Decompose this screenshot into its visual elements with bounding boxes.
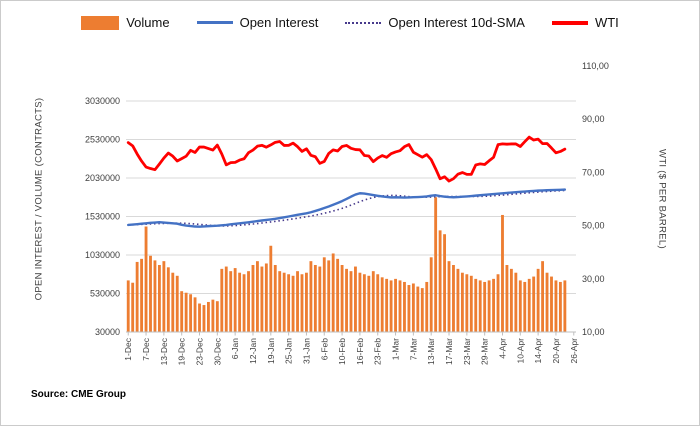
svg-text:25-Jan: 25-Jan — [284, 338, 294, 364]
svg-text:20-Apr: 20-Apr — [551, 338, 561, 364]
x-axis-tick-labels: 1-Dec 7-Dec 13-Dec 19-Dec 23-Dec 30-Dec 6-Jan 1… — [123, 332, 579, 365]
legend-item-wti: WTI — [551, 15, 619, 30]
svg-text:1530000: 1530000 — [85, 212, 120, 222]
right-axis-tick-labels: 10,00 30,00 50,00 70,00 90,00 110,00 — [582, 61, 609, 337]
wti-swatch-icon — [551, 20, 588, 25]
svg-text:10,00: 10,00 — [582, 327, 605, 337]
svg-text:29-Mar: 29-Mar — [480, 338, 490, 365]
right-axis-title: WTI ($ PER BARREL) — [656, 149, 668, 249]
gridlines — [126, 100, 576, 333]
svg-text:50,00: 50,00 — [582, 221, 605, 231]
legend-label-volume: Volume — [126, 15, 170, 30]
svg-text:19-Jan: 19-Jan — [266, 338, 276, 364]
svg-text:30000: 30000 — [95, 327, 120, 337]
svg-text:4-Apr: 4-Apr — [497, 338, 507, 359]
wti-line — [126, 135, 567, 183]
legend: Volume Open Interest Open Interest 10d-S… — [1, 15, 699, 30]
volume-series — [126, 197, 567, 332]
left-axis-title: OPEN INTEREST / VOLUME (CONTRACTS) — [33, 97, 45, 301]
svg-text:13-Mar: 13-Mar — [426, 338, 436, 365]
svg-text:6-Feb: 6-Feb — [319, 338, 329, 360]
svg-text:3030000: 3030000 — [85, 96, 120, 106]
svg-text:13-Dec: 13-Dec — [159, 337, 169, 365]
svg-text:2030000: 2030000 — [85, 173, 120, 183]
svg-text:17-Mar: 17-Mar — [444, 338, 454, 365]
svg-text:70,00: 70,00 — [582, 167, 605, 177]
svg-text:30-Dec: 30-Dec — [212, 337, 222, 365]
svg-text:90,00: 90,00 — [582, 114, 605, 124]
legend-label-open-interest-sma: Open Interest 10d-SMA — [388, 15, 525, 30]
source-note: Source: CME Group — [31, 389, 127, 400]
svg-text:23-Feb: 23-Feb — [373, 338, 383, 365]
legend-label-open-interest: Open Interest — [239, 15, 319, 30]
open-interest-sma-swatch-icon — [345, 21, 382, 24]
left-axis-tick-labels: 30000 530000 1030000 1530000 2030000 2530000 3… — [85, 96, 120, 337]
svg-text:16-Feb: 16-Feb — [355, 338, 365, 365]
svg-text:1030000: 1030000 — [85, 250, 120, 260]
open-interest-sma-line — [128, 189, 565, 227]
svg-text:31-Jan: 31-Jan — [301, 338, 311, 364]
svg-text:19-Dec: 19-Dec — [177, 337, 187, 365]
svg-text:530000: 530000 — [90, 289, 120, 299]
legend-item-open-interest: Open Interest — [196, 15, 319, 30]
svg-text:7-Mar: 7-Mar — [408, 338, 418, 360]
svg-text:10-Feb: 10-Feb — [337, 338, 347, 365]
volume-swatch-icon — [81, 15, 120, 30]
svg-text:1-Mar: 1-Mar — [391, 338, 401, 360]
open-interest-line — [127, 188, 567, 228]
svg-text:2530000: 2530000 — [85, 135, 120, 145]
svg-text:1-Dec: 1-Dec — [123, 337, 133, 360]
svg-text:7-Dec: 7-Dec — [141, 337, 151, 360]
svg-text:6-Jan: 6-Jan — [230, 338, 240, 360]
svg-text:12-Jan: 12-Jan — [248, 338, 258, 364]
open-interest-swatch-icon — [196, 21, 233, 24]
svg-text:23-Mar: 23-Mar — [462, 338, 472, 365]
svg-text:23-Dec: 23-Dec — [195, 337, 205, 365]
svg-text:10-Apr: 10-Apr — [515, 338, 525, 364]
legend-item-volume: Volume — [81, 15, 170, 30]
legend-label-wti: WTI — [594, 15, 619, 30]
svg-text:26-Apr: 26-Apr — [569, 338, 579, 364]
legend-item-open-interest-sma: Open Interest 10d-SMA — [345, 15, 525, 30]
svg-text:110,00: 110,00 — [582, 61, 609, 71]
svg-text:14-Apr: 14-Apr — [533, 338, 543, 364]
svg-text:30,00: 30,00 — [582, 274, 605, 284]
